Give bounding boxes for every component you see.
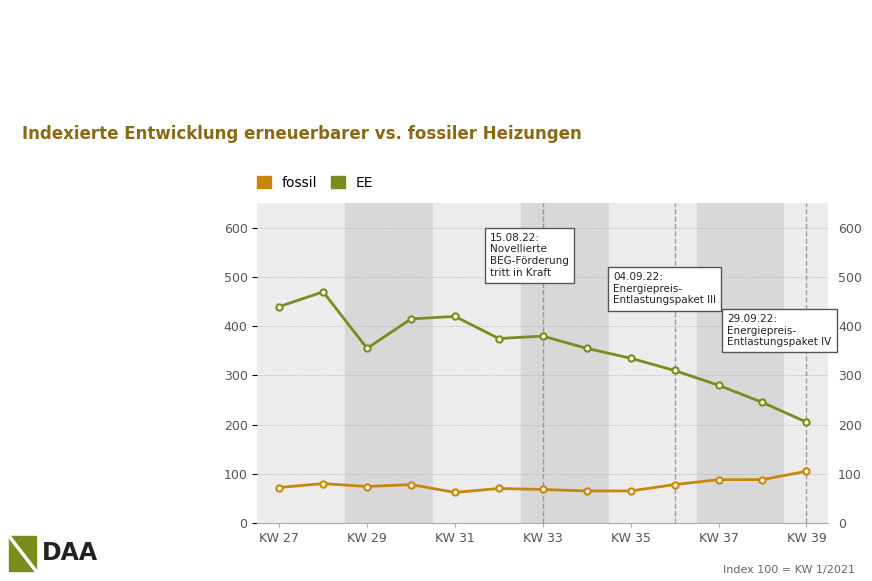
Legend: fossil, EE: fossil, EE (251, 170, 379, 196)
Text: 04.09.22:
Energiepreis-
Entlastungspaket III: 04.09.22: Energiepreis- Entlastungspaket… (613, 272, 716, 306)
Bar (521, 203, 565, 523)
Bar (9, 536, 36, 571)
Bar (345, 203, 389, 523)
Text: DAA WärmeIndex: DAA WärmeIndex (22, 43, 321, 72)
Bar (301, 203, 345, 523)
Bar (652, 203, 697, 523)
Bar (565, 203, 609, 523)
Text: 15.08.22:
Novellierte
BEG-Förderung
tritt in Kraft: 15.08.22: Novellierte BEG-Förderung trit… (490, 233, 569, 278)
Bar (257, 203, 301, 523)
Bar (697, 203, 740, 523)
Text: Index 100 = KW 1/2021: Index 100 = KW 1/2021 (723, 565, 855, 575)
Bar (433, 203, 477, 523)
Text: 2022: 2022 (778, 117, 831, 137)
Text: DAA: DAA (42, 541, 98, 565)
Bar (609, 203, 652, 523)
Bar (740, 203, 785, 523)
Bar (477, 203, 521, 523)
Bar (785, 203, 828, 523)
Text: 29.09.22:
Energiepreis-
Entlastungspaket IV: 29.09.22: Energiepreis- Entlastungspaket… (727, 314, 832, 347)
Text: Q3: Q3 (768, 34, 841, 80)
Bar (389, 203, 433, 523)
Text: Indexierte Entwicklung erneuerbarer vs. fossiler Heizungen: Indexierte Entwicklung erneuerbarer vs. … (22, 125, 582, 142)
